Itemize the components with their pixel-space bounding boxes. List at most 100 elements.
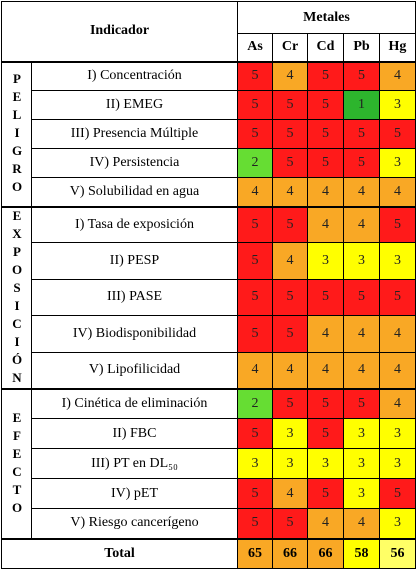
score-cell: 5 xyxy=(272,205,308,244)
group-cell: PELIGRO xyxy=(1,60,32,207)
score-cell: 1 xyxy=(343,90,380,120)
score-cell: 5 xyxy=(272,315,308,353)
score-cell: 5 xyxy=(307,278,344,317)
score-cell: 4 xyxy=(272,351,308,390)
indicator-label: III) Presencia Múltiple xyxy=(31,119,238,149)
total-cell: 66 xyxy=(307,537,344,569)
metal-header: Cd xyxy=(307,33,344,62)
group-label: EXPOSICIÓN xyxy=(9,207,25,388)
score-cell: 5 xyxy=(237,205,273,244)
score-cell: 5 xyxy=(307,148,344,178)
score-cell: 4 xyxy=(307,508,344,539)
score-cell: 4 xyxy=(272,242,308,280)
table-row: EXPOSICIÓN I) Tasa de exposición 5 5 4 4 5 xyxy=(1,205,416,389)
score-cell: 4 xyxy=(343,177,380,207)
score-cell: 3 xyxy=(272,418,308,449)
score-cell: 5 xyxy=(379,278,416,317)
score-cell: 5 xyxy=(237,418,273,449)
total-cell: 56 xyxy=(379,537,416,569)
table-row: V) Lipofilicidad 4 4 4 4 4 xyxy=(2,351,416,390)
score-cell: 4 xyxy=(307,177,344,207)
indicator-label: V) Solubilidad en agua xyxy=(31,177,238,207)
metal-header: Pb xyxy=(343,33,380,62)
header-indicator: Indicador xyxy=(1,1,238,62)
score-cell: 3 xyxy=(379,90,416,120)
score-cell: 5 xyxy=(237,278,273,317)
score-cell: 5 xyxy=(343,60,380,91)
total-label: Total xyxy=(1,537,238,569)
score-cell: 5 xyxy=(307,90,344,120)
score-cell: 5 xyxy=(307,60,344,91)
indicator-label: II) EMEG xyxy=(31,90,238,120)
indicator-label: I) Tasa de exposición xyxy=(31,205,238,244)
score-cell: 3 xyxy=(379,242,416,280)
score-cell: 4 xyxy=(379,60,416,91)
score-cell: 5 xyxy=(307,478,344,509)
score-cell: 4 xyxy=(307,205,344,244)
indicator-label: V) Lipofilicidad xyxy=(31,351,238,390)
score-cell: 5 xyxy=(343,119,380,149)
score-cell: 3 xyxy=(237,448,273,479)
indicator-label: II) FBC xyxy=(31,418,238,449)
score-cell: 5 xyxy=(343,387,380,419)
score-cell: 5 xyxy=(272,148,308,178)
group-label: PELIGRO xyxy=(9,71,25,197)
score-cell: 5 xyxy=(343,148,380,178)
score-cell: 4 xyxy=(379,315,416,353)
metal-header: Cr xyxy=(272,33,308,62)
table-row: IV) Persistencia 2 5 5 5 3 xyxy=(2,148,416,178)
score-cell: 5 xyxy=(272,119,308,149)
indicator-label: IV) pET xyxy=(31,478,238,509)
score-cell: 3 xyxy=(307,448,344,479)
indicator-label: II) PESP xyxy=(31,242,238,280)
indicator-label: V) Riesgo cancerígeno xyxy=(31,508,238,539)
score-cell: 5 xyxy=(237,242,273,280)
score-cell: 5 xyxy=(379,478,416,509)
header-metals: Metales xyxy=(237,1,416,34)
score-cell: 3 xyxy=(379,448,416,479)
score-cell: 4 xyxy=(379,387,416,419)
score-cell: 4 xyxy=(343,205,380,244)
score-cell: 5 xyxy=(307,387,344,419)
score-cell: 3 xyxy=(379,148,416,178)
table-row: III) PT en DL₅₀ 3 3 3 3 3 xyxy=(2,448,416,479)
table-row: II) PESP 5 4 3 3 3 xyxy=(2,242,416,280)
indicator-label: III) PT en DL₅₀ xyxy=(31,448,238,479)
score-cell: 4 xyxy=(272,177,308,207)
table-row: EFECTO I) Cinética de eliminación 2 5 5 5 4 xyxy=(1,387,416,539)
table-row: V) Solubilidad en agua 4 4 4 4 4 xyxy=(2,177,416,207)
indicator-label: III) PASE xyxy=(31,278,238,317)
score-cell: 5 xyxy=(272,387,308,419)
score-cell: 4 xyxy=(343,508,380,539)
indicator-label: IV) Persistencia xyxy=(31,148,238,178)
indicator-label: I) Cinética de eliminación xyxy=(31,387,238,419)
table-row: PELIGRO I) Concentración 5 4 5 5 4 xyxy=(1,60,416,207)
score-cell: 3 xyxy=(379,418,416,449)
score-cell: 3 xyxy=(272,448,308,479)
score-cell: 5 xyxy=(237,60,273,91)
score-cell: 4 xyxy=(272,60,308,91)
score-cell: 4 xyxy=(307,351,344,390)
table-row: III) Presencia Múltiple 5 5 5 5 5 xyxy=(2,119,416,149)
score-cell: 5 xyxy=(237,90,273,120)
score-cell: 3 xyxy=(343,448,380,479)
table-row: Indicador Metales xyxy=(1,1,416,62)
table-row: V) Riesgo cancerígeno 5 5 4 4 3 xyxy=(2,508,416,539)
score-cell: 3 xyxy=(343,478,380,509)
score-cell: 2 xyxy=(237,387,273,419)
indicator-label: I) Concentración xyxy=(31,60,238,91)
score-cell: 5 xyxy=(237,478,273,509)
score-cell: 4 xyxy=(379,177,416,207)
score-cell: 5 xyxy=(379,119,416,149)
group-cell: EXPOSICIÓN xyxy=(1,205,32,389)
total-cell: 65 xyxy=(237,537,273,569)
table-row: II) FBC 5 3 5 3 3 xyxy=(2,418,416,449)
score-cell: 5 xyxy=(237,508,273,539)
table-row: Total 65 66 66 58 56 xyxy=(1,537,416,569)
score-cell: 5 xyxy=(272,90,308,120)
score-cell: 4 xyxy=(343,351,380,390)
score-cell: 3 xyxy=(379,508,416,539)
score-cell: 3 xyxy=(343,418,380,449)
